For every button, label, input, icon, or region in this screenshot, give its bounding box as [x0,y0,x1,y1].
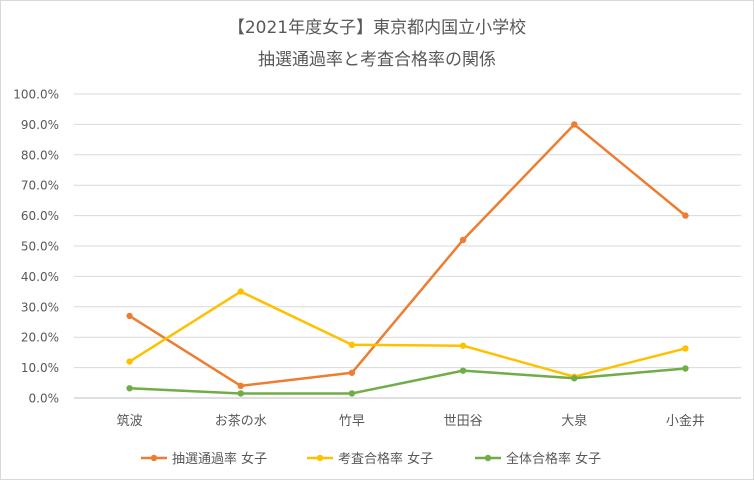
data-point [682,365,689,372]
legend-marker [316,454,324,462]
y-tick-label: 80.0% [21,148,59,162]
y-tick-label: 60.0% [21,209,59,223]
data-point [348,369,356,376]
y-tick-label: 30.0% [21,300,59,314]
data-point [237,390,244,397]
y-tick-label: 70.0% [21,179,59,193]
data-point [348,390,356,397]
data-point [237,382,244,390]
chart-title-line-1: 【2021年度女子】東京都内国立小学校 [227,18,527,38]
y-tick-label: 50.0% [21,240,59,254]
y-tick-label: 100.0% [13,88,59,102]
series-line-3 [128,367,687,395]
data-point [682,212,689,219]
series-line-2 [128,290,687,378]
y-tick-label: 0.0% [29,392,60,406]
data-point [682,345,689,352]
series-line-1 [128,123,687,388]
x-tick-label: 世田谷 [444,414,483,429]
data-point [459,236,467,244]
data-point [571,121,578,128]
y-tick-label: 20.0% [21,331,59,345]
data-point [237,288,244,295]
y-tick-label: 10.0% [21,361,59,375]
data-point [126,358,133,365]
chart-title-line-2: 抽選通過率と考査合格率の関係 [258,50,496,70]
legend-label: 考査合格率 女子 [338,451,433,467]
y-tick-label: 40.0% [21,270,59,284]
legend-label: 抽選通過率 女子 [172,451,267,467]
legend-marker [150,454,158,462]
legend-marker [484,454,492,462]
data-point [126,312,133,320]
data-point [459,367,467,374]
data-point [348,341,356,348]
y-tick-label: 90.0% [21,118,59,132]
x-tick-label: お茶の水 [215,413,267,429]
legend-label: 全体合格率 女子 [506,451,601,467]
x-tick-label: 大泉 [561,413,587,429]
data-point [126,385,133,392]
data-point [459,342,467,349]
x-tick-label: 竹早 [339,414,365,429]
x-tick-label: 小金井 [666,413,705,429]
x-tick-label: 筑波 [117,413,143,429]
data-point [571,375,578,382]
